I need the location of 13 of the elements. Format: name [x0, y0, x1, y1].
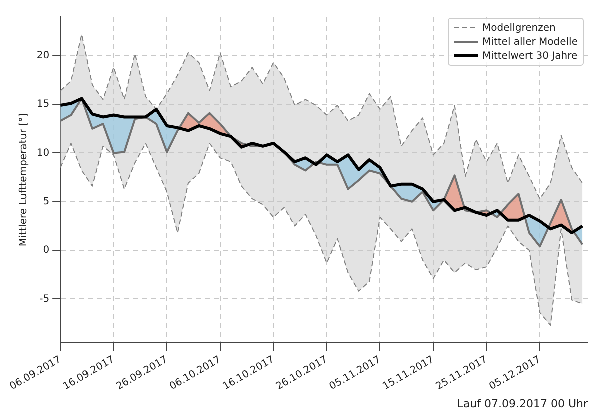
legend-label: Mittelwert 30 Jahre — [482, 50, 578, 62]
line-series — [60, 143, 584, 326]
y-tick-label: 10 — [36, 148, 50, 159]
y-tick-label: 15 — [36, 99, 50, 110]
y-tick-label: -5 — [40, 294, 50, 305]
text: Lauf 07.09.2017 00 Uhr — [457, 397, 588, 410]
legend-label: Modellgrenzen — [482, 22, 556, 34]
y-tick-label: 5 — [43, 196, 50, 208]
y-tick-label: 20 — [36, 50, 50, 62]
legend-label: Mittel aller Modelle — [482, 36, 578, 48]
y-axis-title: Mittlere Lufttemperatur [°] — [18, 113, 30, 247]
line-series — [60, 34, 584, 200]
y-tick-label: 0 — [43, 245, 50, 256]
